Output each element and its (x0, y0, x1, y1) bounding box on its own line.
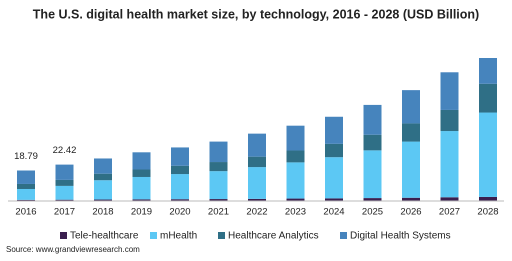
x-tick-label: 2022 (246, 207, 267, 218)
bar-segment (132, 199, 151, 201)
bar-segment (248, 167, 266, 199)
legend-label: Healthcare Analytics (228, 231, 319, 242)
bar-segment (209, 162, 228, 172)
bar-segment (55, 199, 74, 201)
bar-segment (325, 116, 343, 144)
bar-segment (94, 180, 112, 200)
legend-swatch (150, 232, 157, 239)
x-tick-label: 2026 (400, 207, 421, 218)
bar-segment (171, 199, 189, 201)
bar-segment (479, 112, 497, 197)
bar-segment (286, 125, 305, 151)
bar-segment (248, 156, 266, 168)
x-tick-label: 2028 (477, 207, 498, 218)
total-label: 22.42 (53, 145, 77, 156)
x-tick-label: 2023 (285, 207, 306, 218)
bar-segment (363, 198, 382, 201)
x-tick-label: 2018 (92, 207, 113, 218)
bar-segment (132, 169, 151, 177)
x-tick-label: 2019 (131, 207, 152, 218)
bar-segment (17, 183, 35, 189)
bar-segment (17, 188, 35, 200)
bar-segment (440, 197, 459, 201)
x-tick-label: 2020 (169, 207, 190, 218)
legend-swatch (218, 232, 225, 239)
bar-segment (171, 174, 189, 200)
bar-segment (440, 72, 459, 110)
bar-segment (286, 162, 305, 199)
legend-label: Digital Health Systems (350, 231, 451, 242)
bar-segment (479, 58, 497, 84)
legend-swatch (340, 232, 347, 239)
bar-segment (440, 131, 459, 198)
x-tick-label: 2024 (323, 207, 344, 218)
bar-segment (402, 123, 420, 142)
bar-segment (171, 147, 189, 166)
bar-segment (209, 141, 228, 163)
bar-segment (17, 199, 35, 201)
bar-segment (402, 197, 420, 201)
bar-segment (17, 170, 35, 184)
bar-segment (55, 179, 74, 186)
bar-segment (402, 141, 420, 198)
bar-segment (325, 143, 343, 158)
source: Source: www.grandviewresearch.com (6, 245, 140, 254)
bar-segment (363, 134, 382, 151)
chart-title: The U.S. digital health market size, by … (33, 7, 479, 21)
legend-label: Tele-healthcare (70, 231, 139, 242)
legend-swatch (60, 232, 67, 239)
bar-segment (55, 164, 74, 180)
bar-segment (209, 171, 228, 200)
x-tick-label: 2027 (439, 207, 460, 218)
bar-segment (94, 199, 112, 201)
bar-segment (402, 90, 420, 124)
bar-segment (363, 104, 382, 135)
bar-segment (94, 158, 112, 174)
x-tick-label: 2017 (54, 207, 75, 218)
bar-segment (286, 150, 305, 163)
bar-segment (248, 198, 266, 201)
bar-segment (132, 152, 151, 170)
legend-label: mHealth (160, 231, 197, 242)
bar-segment (440, 109, 459, 132)
bar-segment (325, 157, 343, 199)
bar-segment (325, 198, 343, 201)
bar-segment (363, 150, 382, 199)
bar-segment (248, 133, 266, 157)
bar-segment (209, 199, 228, 201)
x-tick-label: 2016 (15, 207, 36, 218)
x-tick-label: 2025 (362, 207, 383, 218)
bar-segment (171, 165, 189, 175)
bar-segment (286, 198, 305, 201)
bar-segment (479, 196, 497, 201)
total-label: 18.79 (14, 151, 38, 162)
bar-segment (479, 83, 497, 113)
bar-segment (55, 185, 74, 200)
bar-segment (94, 173, 112, 181)
x-tick-label: 2021 (208, 207, 229, 218)
bar-segment (132, 176, 151, 200)
